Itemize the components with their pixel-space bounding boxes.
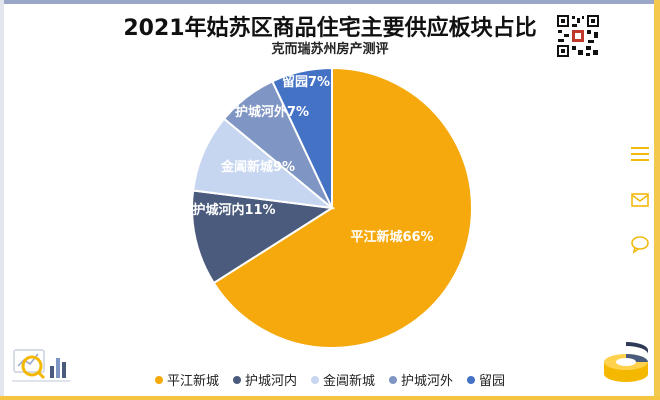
chart-legend: 平江新城 护城河内 金阊新城 护城河外 留园 (0, 370, 660, 389)
decorative-pie-3d-icon (604, 342, 648, 382)
left-edge-bar (0, 0, 4, 400)
legend-label: 金阊新城 (322, 374, 375, 389)
legend-label: 留园 (479, 374, 506, 389)
legend-swatch (232, 375, 241, 384)
legend-swatch (154, 375, 163, 384)
legend-item: 金阊新城 (310, 370, 375, 389)
mail-icon[interactable] (630, 190, 650, 210)
chart-title: 2021年姑苏区商品住宅主要供应板块占比 (123, 16, 537, 41)
chat-icon[interactable] (630, 234, 650, 254)
chart-subtitle: 克而瑞苏州房产测评 (271, 42, 389, 57)
qr-code-icon (556, 14, 600, 58)
legend-label: 护城河外 (401, 374, 454, 389)
legend-swatch (389, 375, 397, 384)
legend-item: 平江新城 (154, 370, 219, 389)
legend-swatch (467, 375, 476, 384)
top-edge-bar (0, 0, 660, 4)
legend-label: 平江新城 (166, 374, 219, 389)
menu-icon[interactable] (630, 144, 650, 164)
legend-swatch (310, 375, 319, 384)
decorative-chart-illustration-icon (12, 349, 70, 382)
legend-item: 留园 (467, 370, 505, 389)
bottom-edge-bar (0, 396, 660, 400)
legend-label: 护城河内 (244, 374, 297, 389)
right-edge-bar (654, 0, 660, 400)
legend-item: 护城河外 (389, 370, 453, 389)
legend-item: 护城河内 (232, 370, 297, 389)
